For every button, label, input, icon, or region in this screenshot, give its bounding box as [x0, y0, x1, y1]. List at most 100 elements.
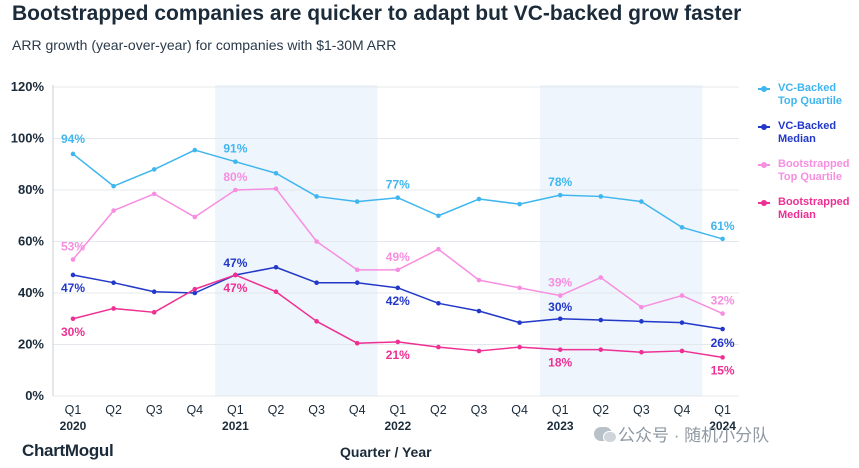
data-label: 21%: [386, 348, 410, 362]
data-point: [70, 151, 76, 157]
data-label: 47%: [223, 256, 247, 270]
data-point: [598, 275, 604, 280]
data-label: 47%: [223, 281, 247, 295]
y-tick-label: 40%: [18, 285, 44, 300]
x-tick-label: Q2: [105, 403, 122, 417]
data-label: 32%: [711, 294, 735, 308]
data-point: [70, 316, 76, 322]
legend-label: Top Quartile: [778, 95, 842, 107]
data-point: [598, 317, 604, 323]
data-label: 30%: [61, 325, 85, 339]
data-point: [314, 319, 319, 324]
legend-marker: [758, 162, 770, 168]
legend-label: VC-Backed: [778, 120, 837, 132]
x-tick-label: Q1: [227, 403, 244, 417]
x-tick-label: Q2: [268, 403, 285, 417]
data-label: 78%: [548, 175, 572, 189]
data-point: [436, 246, 441, 252]
legend-marker: [758, 124, 770, 130]
data-point: [233, 187, 238, 193]
data-label: 30%: [548, 300, 572, 314]
legend-label: Median: [778, 133, 816, 145]
data-point: [517, 201, 522, 207]
data-point: [273, 170, 279, 176]
data-point: [639, 304, 644, 310]
x-tick-label: Q4: [511, 403, 528, 417]
data-point: [273, 264, 279, 270]
data-point: [111, 306, 116, 311]
x-tick-label: Q1: [389, 403, 406, 417]
x-tick-label: Q3: [633, 403, 650, 417]
data-point: [192, 147, 198, 153]
data-label: 53%: [61, 240, 85, 254]
legend-label: Median: [778, 209, 816, 221]
y-tick-label: 0%: [25, 388, 44, 403]
data-point: [111, 208, 116, 213]
x-tick-label: Q4: [349, 403, 366, 417]
x-tick-label: Q2: [430, 403, 447, 417]
x-year-label: 2022: [384, 419, 411, 433]
wechat-icon: [594, 426, 617, 443]
legend-marker: [758, 86, 770, 92]
x-year-label: 2024: [709, 419, 736, 433]
year-band-2021: [215, 85, 378, 396]
x-tick-label: Q4: [186, 403, 203, 417]
data-point: [233, 272, 238, 278]
data-point: [70, 272, 76, 278]
data-point: [517, 285, 522, 291]
data-label: 61%: [711, 219, 735, 233]
data-label: 42%: [386, 294, 410, 308]
x-tick-label: Q4: [674, 403, 691, 417]
data-point: [436, 344, 441, 350]
y-tick-label: 120%: [11, 79, 45, 94]
data-point: [517, 320, 522, 325]
data-point: [354, 340, 360, 346]
legend-item: VC-Backed Top Quartile: [758, 82, 858, 108]
x-year-label: 2020: [60, 419, 87, 433]
data-point: [192, 290, 198, 296]
data-point: [192, 214, 198, 220]
y-tick-label: 60%: [18, 234, 44, 249]
data-point: [314, 239, 319, 244]
data-point: [720, 236, 725, 242]
data-point: [436, 301, 441, 306]
data-point: [476, 277, 482, 283]
x-tick-label: Q1: [65, 403, 82, 417]
legend-marker: [758, 200, 770, 206]
legend-label: VC-Backed: [778, 82, 837, 94]
data-point: [354, 267, 360, 273]
data-point: [557, 192, 563, 198]
watermark: 公众号 · 随机小分队: [594, 421, 769, 446]
data-point: [395, 195, 401, 201]
data-point: [517, 344, 522, 350]
legend-label: Bootstrapped: [778, 196, 850, 208]
data-point: [436, 213, 441, 219]
chart-legend: VC-Backed Top Quartile VC-Backed Median Boot…: [758, 82, 858, 234]
data-point: [476, 308, 482, 314]
data-point: [233, 159, 238, 164]
data-label: 94%: [61, 132, 85, 146]
data-label: 39%: [548, 276, 572, 290]
data-point: [395, 285, 401, 291]
data-point: [151, 310, 157, 315]
data-point: [151, 289, 157, 295]
legend-item: Bootstrapped Top Quartile: [758, 158, 858, 184]
legend-label: Top Quartile: [778, 171, 842, 183]
x-tick-label: Q3: [146, 403, 163, 417]
data-label: 80%: [223, 170, 247, 184]
data-label: 47%: [61, 281, 85, 295]
data-point: [476, 348, 482, 354]
x-year-label: 2023: [547, 419, 574, 433]
x-tick-label: Q1: [714, 403, 731, 417]
x-tick-label: Q3: [308, 403, 325, 417]
data-point: [111, 183, 116, 189]
data-label: 49%: [386, 250, 410, 264]
data-point: [476, 196, 482, 202]
watermark-text: 公众号 · 随机小分队: [618, 426, 770, 445]
y-tick-label: 100%: [11, 131, 45, 146]
data-point: [395, 339, 401, 345]
data-point: [354, 280, 360, 286]
data-point: [639, 319, 644, 324]
data-point: [720, 311, 725, 316]
x-tick-label: Q1: [552, 403, 569, 417]
